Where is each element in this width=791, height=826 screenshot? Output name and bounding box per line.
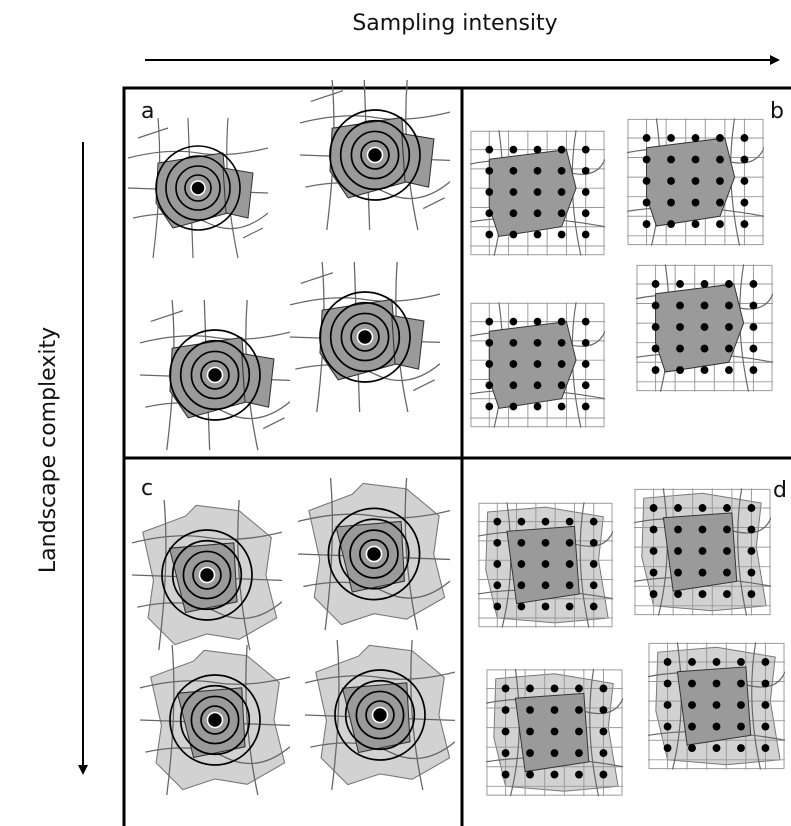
landscape-map bbox=[300, 80, 450, 230]
panel-label: b bbox=[770, 99, 784, 124]
landscape-map bbox=[290, 262, 440, 412]
landscape-map bbox=[128, 118, 268, 258]
figure: Sampling intensity Landscape complexity … bbox=[0, 0, 791, 826]
grid-map bbox=[470, 302, 605, 427]
grid-map bbox=[634, 488, 771, 615]
landscape-map bbox=[298, 478, 450, 630]
landscape-map bbox=[132, 500, 282, 650]
grid-map bbox=[648, 642, 785, 769]
landscape-map bbox=[140, 645, 290, 795]
panel-label: c bbox=[141, 476, 153, 501]
landscape-map bbox=[140, 300, 290, 450]
landscape-map bbox=[305, 640, 455, 790]
panel-label: d bbox=[773, 478, 787, 503]
grid-map bbox=[478, 502, 613, 627]
grid-map bbox=[627, 118, 764, 245]
grid-map bbox=[636, 264, 773, 391]
top-axis-label: Sampling intensity bbox=[352, 11, 557, 36]
grid-map bbox=[486, 669, 623, 796]
grid-map bbox=[470, 130, 605, 255]
panel-label: a bbox=[141, 99, 154, 124]
page: Sampling intensity Landscape complexity … bbox=[0, 0, 791, 826]
left-axis-label: Landscape complexity bbox=[36, 327, 61, 573]
